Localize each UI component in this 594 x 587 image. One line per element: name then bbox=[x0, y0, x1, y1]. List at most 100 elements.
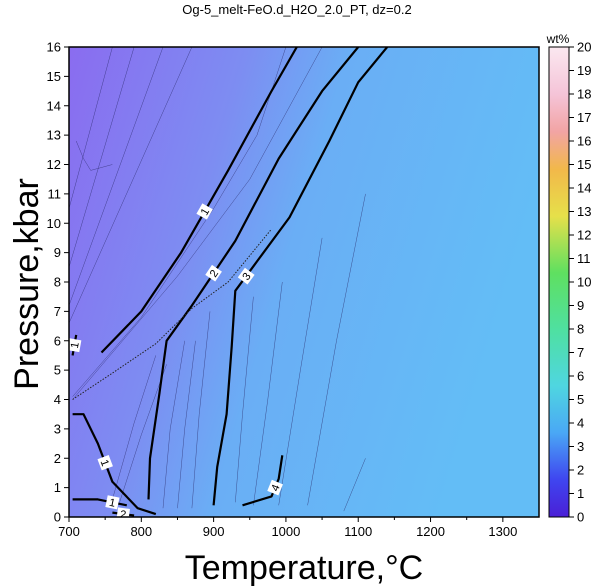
contour-label: 1 bbox=[105, 495, 120, 510]
y-tick-label: 0 bbox=[54, 510, 61, 525]
x-tick-label: 1300 bbox=[488, 524, 517, 539]
colorbar-gradient bbox=[548, 46, 570, 518]
x-axis-label: Temperature,°C bbox=[185, 549, 423, 587]
y-tick-label: 14 bbox=[47, 98, 61, 113]
colorbar-tick-label: 20 bbox=[577, 40, 591, 55]
contour-label: 4 bbox=[267, 479, 283, 496]
thin-isoline bbox=[69, 47, 135, 268]
colorbar-tick-label: 3 bbox=[577, 439, 584, 454]
y-tick-label: 2 bbox=[54, 451, 61, 466]
y-tick-label: 1 bbox=[54, 480, 61, 495]
thin-isoline bbox=[253, 281, 283, 506]
thin-isoline bbox=[162, 340, 185, 509]
colorbar-tick-label: 15 bbox=[577, 157, 591, 172]
colorbar-tick-label: 13 bbox=[577, 204, 591, 219]
colorbar-tick-label: 4 bbox=[577, 416, 584, 431]
x-tick-label: 1000 bbox=[271, 524, 300, 539]
x-tick-label: 900 bbox=[203, 524, 225, 539]
phase-boundary-dotted bbox=[72, 228, 272, 400]
contour-label-text: 4 bbox=[269, 483, 282, 493]
y-tick-label: 6 bbox=[54, 333, 61, 348]
y-tick-label: 4 bbox=[54, 392, 61, 407]
thin-isoline bbox=[112, 355, 157, 500]
contour-label: 3 bbox=[237, 267, 255, 285]
contour-label: 1 bbox=[69, 338, 82, 353]
contour-label: 2 bbox=[205, 264, 222, 282]
y-tick-label: 5 bbox=[54, 363, 61, 378]
thin-isoline bbox=[75, 140, 113, 171]
colorbar-tick-label: 18 bbox=[577, 87, 591, 102]
y-axis-label: Pressure,kbar bbox=[8, 178, 46, 390]
x-tick-label: 1200 bbox=[416, 524, 445, 539]
colorbar-tick-label: 7 bbox=[577, 345, 584, 360]
contour-label: 1 bbox=[97, 454, 113, 471]
x-axis: 700 800 900 1000 1100 1200 1300 bbox=[58, 517, 517, 539]
y-tick-label: 11 bbox=[48, 186, 62, 201]
y-tick-label: 12 bbox=[47, 157, 61, 172]
colorbar-tick-label: 16 bbox=[577, 134, 591, 149]
contour-label-box bbox=[267, 479, 283, 496]
colorbar-tick-label: 8 bbox=[577, 322, 584, 337]
y-tick-label: 3 bbox=[54, 421, 61, 436]
thin-isoline bbox=[69, 47, 193, 324]
y-tick-label: 9 bbox=[54, 245, 61, 260]
thin-isoline bbox=[69, 47, 164, 306]
contour-label: 1 bbox=[196, 203, 213, 220]
contour-label-text: 2 bbox=[119, 509, 127, 522]
contour-label-text: 1 bbox=[199, 206, 212, 217]
contour-label-text: 1 bbox=[98, 458, 111, 468]
colorbar-tick-label: 0 bbox=[577, 510, 584, 525]
colorbar-tick-label: 19 bbox=[577, 63, 591, 78]
contour-label-text: 2 bbox=[208, 268, 221, 280]
colorbar-tick-label: 2 bbox=[577, 463, 584, 478]
colorbar-tick-label: 17 bbox=[577, 110, 591, 125]
thin-isoline bbox=[119, 364, 167, 503]
thin-isoline bbox=[343, 458, 366, 512]
colorbar-label: wt% bbox=[546, 32, 570, 46]
contour-label-box bbox=[196, 203, 213, 220]
y-tick-label: 15 bbox=[47, 69, 61, 84]
contour-label: 2 bbox=[116, 507, 130, 522]
contour-label-box bbox=[205, 264, 222, 282]
contour-label-box bbox=[116, 507, 130, 517]
colorbar-tick-label: 11 bbox=[577, 251, 591, 266]
thin-isoline bbox=[278, 237, 323, 506]
y-tick-label: 10 bbox=[47, 216, 61, 231]
contour-label-box bbox=[237, 267, 255, 285]
contour-line-level-2 bbox=[147, 47, 360, 500]
contour-label-box bbox=[105, 495, 120, 510]
y-tick-label: 8 bbox=[54, 275, 61, 290]
contour-label-box bbox=[69, 338, 82, 353]
colorbar-tick-label: 14 bbox=[577, 181, 591, 196]
x-tick-label: 1100 bbox=[344, 524, 372, 539]
x-tick-label: 800 bbox=[130, 524, 152, 539]
y-tick-label: 7 bbox=[54, 304, 61, 319]
colorbar-tick-label: 6 bbox=[577, 369, 584, 384]
chart-title: Og-5_melt-FeO.d_H2O_2.0_PT, dz=0.2 bbox=[182, 2, 411, 17]
thin-contour-lines bbox=[69, 47, 366, 512]
colorbar-tick-label: 5 bbox=[577, 392, 584, 407]
thin-isoline bbox=[69, 47, 113, 209]
contour-label-text: 1 bbox=[69, 341, 82, 349]
thin-isoline bbox=[72, 47, 323, 400]
thin-isoline bbox=[235, 296, 254, 503]
colorbar-tick-label: 10 bbox=[577, 275, 591, 290]
contour-label-box bbox=[97, 454, 113, 471]
colorbar-tick-label: 9 bbox=[577, 298, 584, 313]
y-tick-label: 16 bbox=[47, 40, 61, 55]
x-tick-label: 700 bbox=[58, 524, 80, 539]
y-tick-label: 13 bbox=[47, 128, 61, 143]
contour-label-text: 1 bbox=[108, 497, 116, 510]
thin-isoline bbox=[72, 47, 287, 397]
thin-isoline bbox=[191, 311, 211, 509]
colorbar-tick-label: 1 bbox=[577, 486, 584, 501]
heatmap-field bbox=[69, 47, 539, 517]
colorbar-tick-label: 12 bbox=[577, 228, 591, 243]
thin-isoline bbox=[307, 193, 366, 506]
